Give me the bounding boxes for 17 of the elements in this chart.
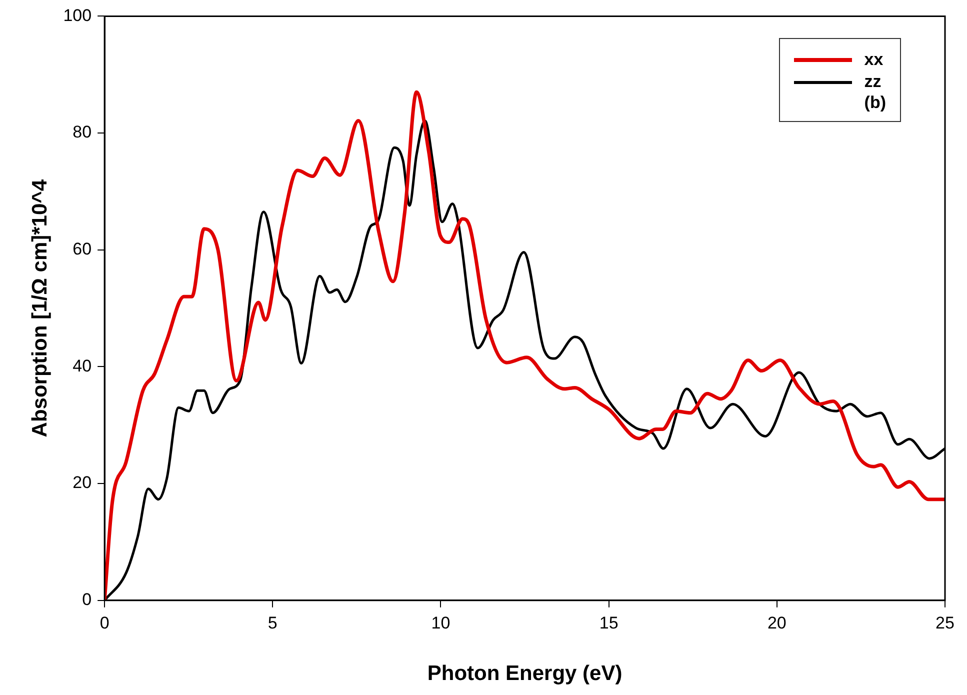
annotation: (b) (863, 93, 886, 114)
y-tick-label: 40 (72, 356, 92, 376)
y-tick-label: 100 (63, 6, 92, 25)
y-tick-label: 0 (82, 590, 92, 610)
legend-label: xx (864, 50, 884, 70)
y-tick-label: 80 (72, 122, 92, 142)
x-tick-label: 15 (599, 613, 618, 632)
x-tick-label: 5 (268, 613, 278, 632)
y-tick-label: 20 (72, 473, 92, 492)
y-axis-title: Absorption [1/Ω cm]*10^4 (28, 179, 52, 438)
x-tick-label: 0 (100, 613, 110, 632)
y-tick-label: 60 (72, 240, 92, 259)
legend-label: zz (864, 72, 882, 92)
x-axis-title: Photon Energy (eV) (427, 662, 622, 686)
x-tick-label: 20 (767, 613, 786, 632)
x-tick-label: 25 (936, 613, 954, 632)
x-tick-label: 10 (431, 613, 450, 632)
